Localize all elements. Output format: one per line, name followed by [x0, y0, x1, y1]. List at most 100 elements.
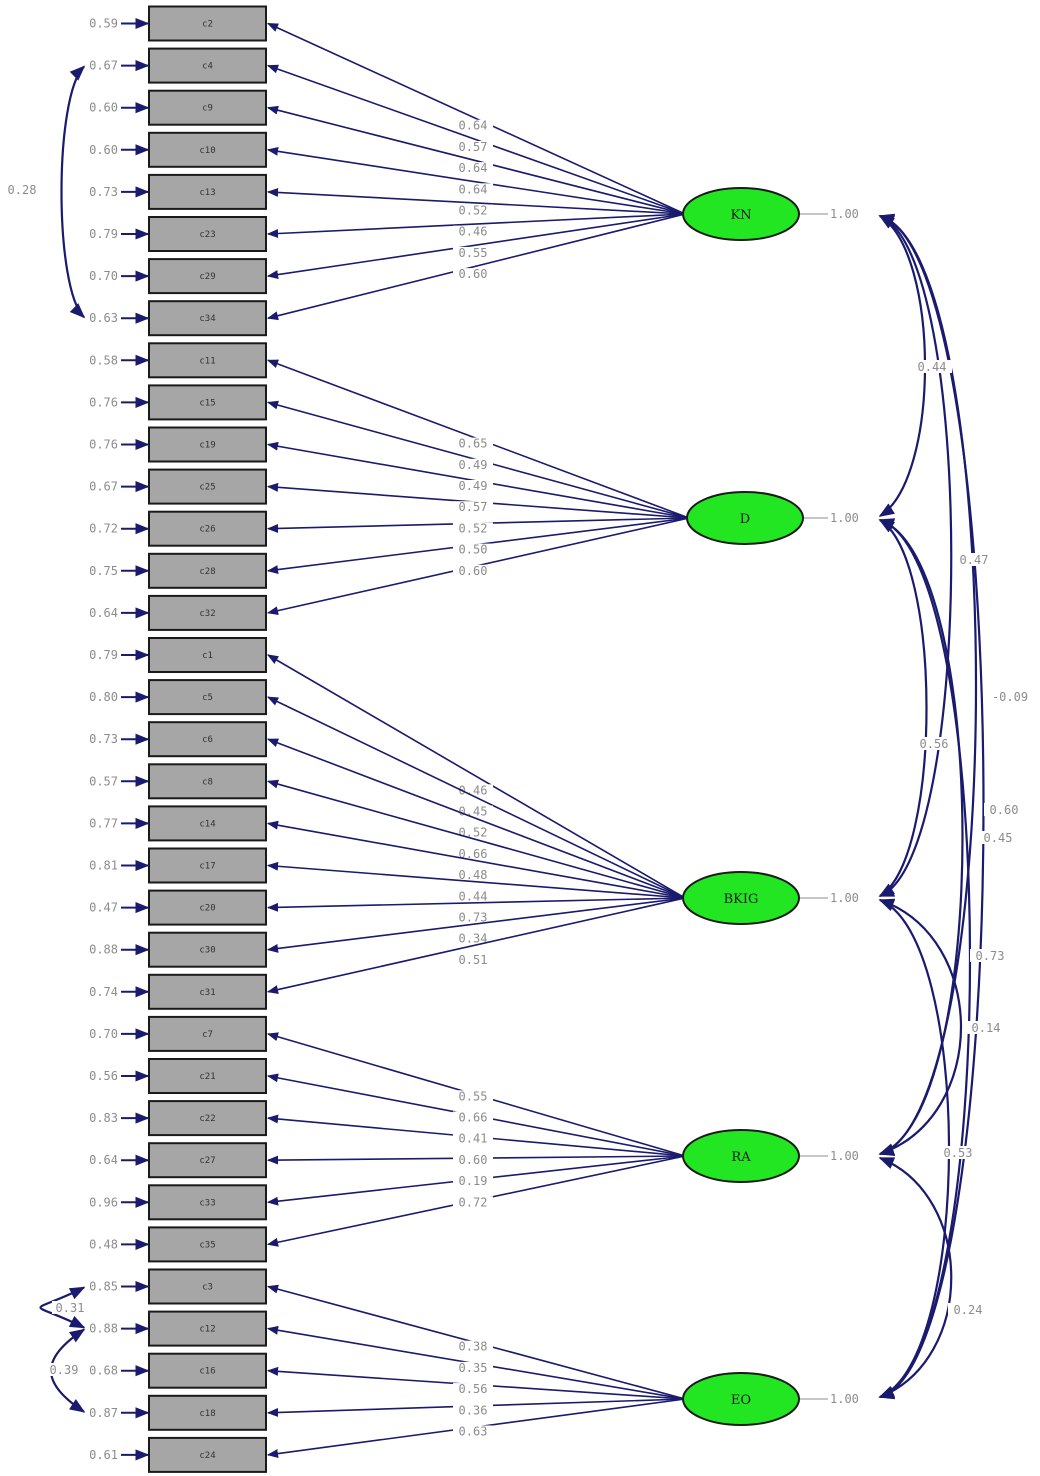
- latent-correlation-label: 0.56: [920, 737, 949, 751]
- indicator-c22: c22 0.83: [89, 1100, 267, 1137]
- error-variance-label: 0.60: [89, 143, 118, 157]
- error-variance-label: 0.58: [89, 353, 118, 367]
- indicator-c5: c5 0.80: [89, 679, 267, 716]
- covariance-label-bg: [46, 1363, 82, 1376]
- loading-label-bg: [453, 847, 493, 860]
- indicator-c1: c1 0.79: [89, 637, 267, 673]
- indicator-label: c9: [202, 104, 213, 114]
- loading-label-bg: [453, 246, 493, 259]
- loading-label-bg: [453, 140, 493, 153]
- latent-kn: KN 1.00: [682, 187, 859, 241]
- indicator-label: c29: [199, 272, 215, 282]
- latent-correlation-curve: [878, 518, 972, 1399]
- error-variance-label: 0.74: [89, 985, 118, 999]
- loading-label: 0.55: [459, 246, 488, 260]
- loading-label: 0.52: [459, 521, 488, 535]
- loading-label: 0.52: [459, 204, 488, 218]
- indicator-c9: c9 0.60: [89, 89, 267, 126]
- loading-label: 0.55: [459, 1089, 488, 1103]
- error-variance-label: 0.80: [89, 690, 118, 704]
- loading-label: 0.52: [459, 826, 488, 840]
- latent-eo: EO 1.00: [682, 1372, 859, 1426]
- loading-path: [266, 213, 686, 238]
- indicator-box: [148, 1184, 267, 1221]
- latent-d: D 1.00: [686, 491, 859, 545]
- latent-variance-label: 1.00: [830, 207, 859, 221]
- loading-label-bg: [453, 458, 493, 471]
- latent-ra: RA 1.00: [682, 1129, 859, 1183]
- error-variance-label: 0.79: [89, 648, 118, 662]
- loading-label-bg: [453, 501, 493, 514]
- indicator-box: [148, 594, 267, 631]
- error-covariance-label: 0.28: [8, 183, 37, 197]
- indicator-label: c33: [199, 1198, 215, 1208]
- loading-label: 0.60: [459, 1153, 488, 1167]
- error-variance-label: 0.59: [89, 17, 118, 31]
- error-variance-label: 0.70: [89, 1027, 118, 1041]
- indicator-box: [148, 1015, 267, 1052]
- error-variance-label: 0.63: [89, 311, 118, 325]
- indicator-box: [148, 1436, 267, 1473]
- correlation-label-bg: [966, 1021, 1006, 1034]
- latent-correlation-label: 0.14: [972, 1021, 1001, 1035]
- error-variance-label: 0.67: [89, 480, 118, 494]
- latent-ellipse: [682, 187, 800, 241]
- loading-label: 0.50: [459, 543, 488, 557]
- error-variance-label: 0.88: [89, 1322, 118, 1336]
- indicator-label: c12: [199, 1325, 215, 1335]
- indicator-box: [148, 258, 267, 295]
- error-variance-label: 0.64: [89, 606, 118, 620]
- loading-label: 0.38: [459, 1340, 488, 1354]
- error-covariance-curve: [60, 65, 86, 319]
- error-variance-label: 0.76: [89, 395, 118, 409]
- latent-variance-label: 1.00: [830, 1392, 859, 1406]
- indicator-label: c4: [202, 62, 213, 72]
- indicator-label: c34: [199, 314, 215, 324]
- loading-label: 0.63: [459, 1424, 488, 1438]
- indicator-c35: c35 0.48: [89, 1226, 267, 1263]
- loading-label-bg: [453, 932, 493, 945]
- loading-label-bg: [453, 1196, 493, 1209]
- loading-label: 0.60: [459, 564, 488, 578]
- error-variance-label: 0.76: [89, 438, 118, 452]
- error-variance-label: 0.83: [89, 1111, 118, 1125]
- loading-path: [266, 146, 686, 215]
- error-variance-label: 0.72: [89, 522, 118, 536]
- loading-label: 0.57: [459, 500, 488, 514]
- loading-label-bg: [453, 1175, 493, 1188]
- indicator-c7: c7 0.70: [89, 1015, 267, 1052]
- error-variance-label: 0.48: [89, 1237, 118, 1251]
- latent-ellipse: [682, 871, 800, 925]
- loading-path: [266, 213, 686, 321]
- indicator-c21: c21 0.56: [89, 1058, 267, 1094]
- indicator-c18: c18 0.87: [89, 1394, 267, 1431]
- latent-correlation-curve: [878, 518, 964, 1156]
- indicator-box: [148, 468, 267, 505]
- indicator-label: c25: [199, 483, 215, 493]
- loading-path: [266, 64, 686, 215]
- indicator-label: c24: [199, 1451, 215, 1461]
- loading-path: [266, 820, 686, 899]
- indicator-c8: c8 0.57: [89, 763, 267, 800]
- loading-label: 0.73: [459, 911, 488, 925]
- loading-label: 0.41: [459, 1132, 488, 1146]
- loading-label: 0.65: [459, 437, 488, 451]
- indicator-label: c7: [202, 1030, 213, 1040]
- error-variance-label: 0.60: [89, 101, 118, 115]
- indicator-c13: c13 0.73: [89, 173, 267, 210]
- indicator-label: c1: [202, 651, 213, 661]
- error-variance-label: 0.67: [89, 59, 118, 73]
- error-covariance-label: 0.31: [56, 1301, 85, 1315]
- correlation-label-bg: [912, 360, 952, 373]
- indicator-box: [148, 510, 267, 547]
- latent-correlation-label: 0.44: [918, 360, 947, 374]
- correlation-label-bg: [970, 949, 1010, 962]
- loading-path: [266, 105, 686, 215]
- latent-correlation-curve: [878, 898, 962, 1156]
- indicator-box: [148, 1310, 267, 1347]
- loading-label: 0.72: [459, 1195, 488, 1209]
- indicator-c10: c10 0.60: [89, 131, 267, 168]
- indicator-c24: c24 0.61: [89, 1436, 267, 1473]
- latent-correlation-label: 0.45: [984, 831, 1013, 845]
